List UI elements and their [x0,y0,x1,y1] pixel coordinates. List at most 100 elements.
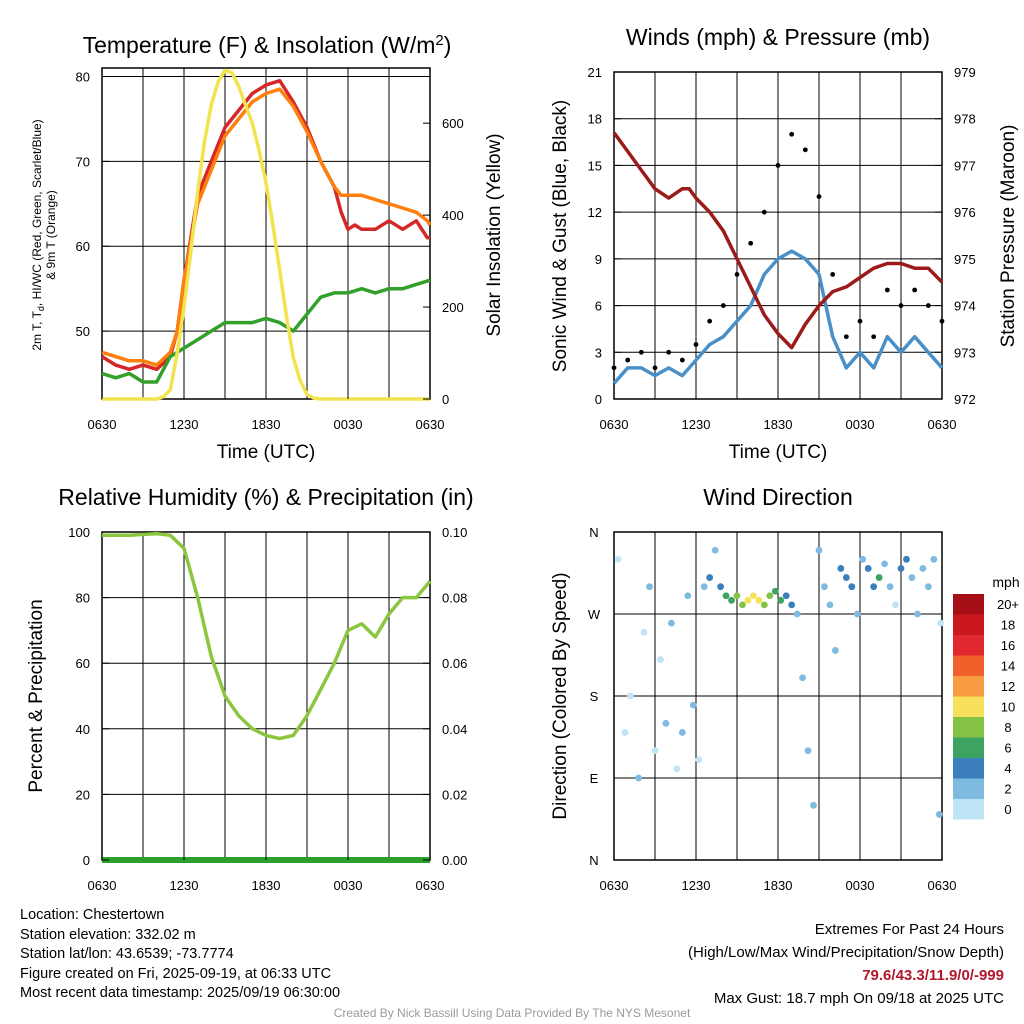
gust-point [652,365,658,371]
y-tick-label: 40 [76,722,90,737]
direction-point [706,574,714,581]
direction-point [924,583,932,591]
direction-point [755,596,763,604]
extremes-box: Extremes For Past 24 Hours (High/Low/Max… [688,918,1004,1010]
direction-point [627,692,634,700]
direction-point [668,619,675,627]
latlon-text: Station lat/lon: 43.6539; -73.7774 [20,946,234,962]
legend-label: 6 [1004,741,1011,756]
direction-point [832,647,839,654]
legend-swatch [953,778,984,799]
gust-point [761,209,767,215]
legend-label: 14 [1001,659,1015,674]
direction-point [766,592,774,600]
legend-swatch [953,676,984,697]
y-tick-label: E [590,771,599,786]
direction-point [937,619,945,627]
y-tick-label: 12 [588,205,602,220]
direction-point [614,555,622,563]
direction-point [897,565,905,572]
direction-point [621,729,629,736]
direction-point [842,574,850,581]
direction-grid [614,532,942,860]
y-tick-label: 70 [76,154,90,169]
temperature-y2-label: Solar Insolation (Yellow) [484,133,505,336]
legend-swatch [953,737,984,758]
direction-point [673,765,681,773]
x-tick-label: 1230 [682,878,711,893]
direction-point [793,610,801,618]
y-tick-label: W [588,607,601,622]
direction-panel: Wind Direction 0630 1230 1830 0030 0630NESWN… [550,484,1020,893]
direction-point [739,601,746,609]
direction-point [930,555,938,563]
location-text: Location: Chestertown [20,907,165,923]
x-tick-label: 0630 [416,878,445,893]
gust-point [679,357,685,363]
gust-point [638,349,644,355]
y2-tick-label: 979 [954,65,976,80]
legend-label: 12 [1001,679,1015,694]
legend-label: 0 [1004,802,1011,817]
gust-point [707,318,713,324]
extremes-title: Extremes For Past 24 Hours [814,921,1004,938]
winds-ticks: 0630 1230 1830 0030 0630 0 3 6 9 12 15 18 21 972 973 97… [588,65,976,432]
speed-legend-title: mph [992,574,1019,590]
x-tick-label: 1230 [170,417,199,432]
gust-point [748,240,754,246]
gust-point [625,357,631,363]
direction-point [875,574,883,581]
station-info: Location: Chestertown Station elevation:… [20,906,340,1004]
x-tick-label: 0030 [334,878,363,893]
direction-point [717,583,724,591]
y2-tick-label: 975 [954,252,976,267]
y-tick-label: 100 [68,525,90,540]
legend-label: 2 [1004,782,1011,797]
direction-point [837,565,845,572]
direction-point [908,574,916,581]
winds-y2-label: Station Pressure (Maroon) [998,125,1019,348]
gust-point [898,303,904,308]
humidity-ticks: 0630 1230 1830 0030 0630 0 20 40 60 80 100 0.00 0.02… [68,525,467,893]
direction-point [635,774,642,782]
direction-point [695,756,703,764]
series-line-2 [612,131,944,350]
y2-tick-label: 0.04 [442,722,467,737]
winds-grid [614,72,942,399]
y2-tick-label: 0.08 [442,591,467,606]
winds-y-label: Sonic Wind & Gust (Blue, Black) [550,100,571,372]
y2-tick-label: 600 [442,116,464,131]
x-tick-label: 0630 [88,417,117,432]
gust-point [912,287,918,293]
extremes-values: 79.6/43.3/11.9/0/-999 [862,967,1004,984]
direction-point [870,583,878,591]
elevation-text: Station elevation: 332.02 m [20,926,196,943]
gust-point [720,303,726,308]
y-tick-label: S [590,689,599,704]
winds-series [611,131,945,385]
y2-tick-label: 974 [954,299,976,314]
gust-point [734,272,740,277]
direction-point [810,801,817,809]
series-line-1 [101,87,432,367]
direction-point [881,560,888,568]
x-tick-label: 1230 [170,878,199,893]
y-tick-label: 0 [83,853,90,868]
y-tick-label: 60 [76,656,90,671]
gust-point [789,131,795,137]
humidity-title: Relative Humidity (%) & Precipitation (i… [58,484,473,510]
direction-point [815,546,823,554]
series-line-0 [102,531,432,741]
direction-point [651,747,659,755]
direction-point [722,592,730,600]
temperature-series [101,68,432,401]
direction-point [826,601,834,609]
temperature-ticks: 0630 1230 1830 0030 0630 50 60 70 80 0 200 400 600 [76,69,464,432]
legend-swatch [953,635,984,656]
direction-point [728,596,735,604]
temperature-y-label: 2m T, Td, HI/WC (Red, Green, Scarlet/Blu… [30,119,46,350]
direction-point [657,656,664,663]
y2-tick-label: 976 [954,205,976,220]
